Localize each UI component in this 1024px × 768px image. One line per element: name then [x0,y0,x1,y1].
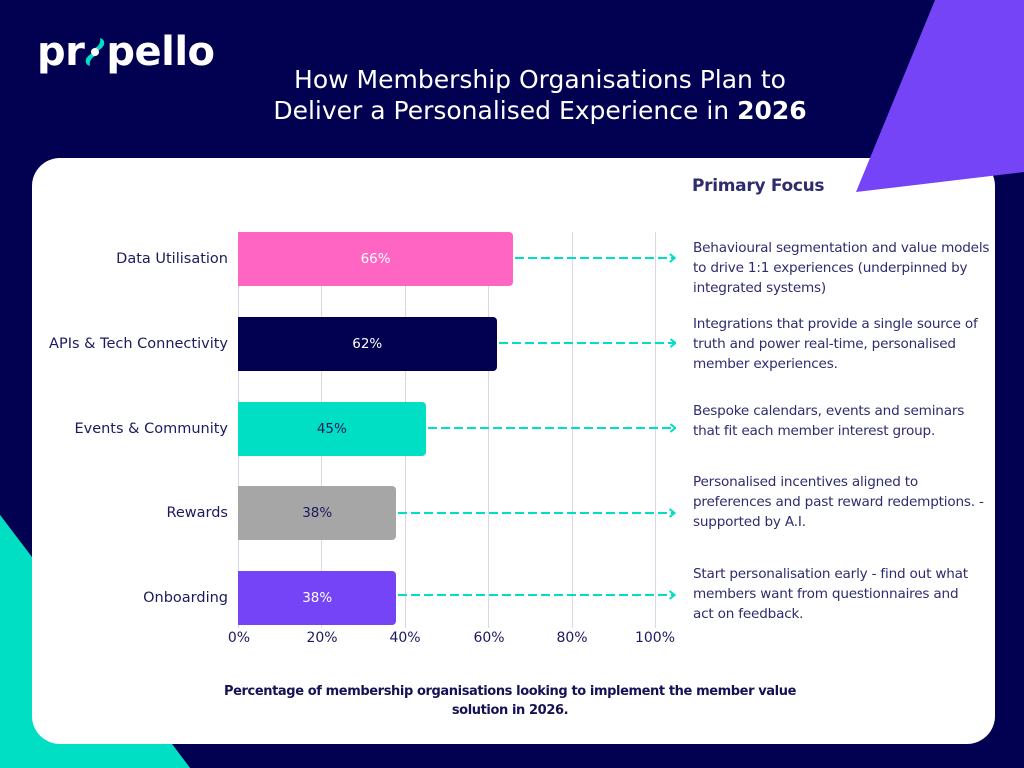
logo-text-left: pr [37,29,85,75]
x-tick: 0% [227,630,251,646]
focus-item-data-utilisation: Behavioural segmentation and value model… [693,240,990,296]
x-tick: 100% [634,630,676,646]
dashed-arrow-icon [498,338,676,348]
logo-text-right: pello [106,29,215,75]
category-label: Rewards [166,505,228,521]
focus-item-rewards: Personalised incentives aligned to prefe… [693,474,984,530]
x-tick: 40% [389,630,421,646]
bar-value-label: 38% [302,505,333,521]
title-line-2: Deliver a Personalised Experience in 202… [200,95,880,126]
page-title: How Membership Organisations Plan to Del… [200,64,880,126]
category-label: Data Utilisation [116,251,228,267]
gridline-100 [655,232,656,628]
dashed-arrow-icon [398,508,676,518]
bar-onboarding: 38% [238,571,397,625]
dashed-arrow-icon [515,253,676,263]
title-year: 2026 [737,96,807,125]
x-tick: 80% [556,630,588,646]
chart-caption: Percentage of membership organisations l… [223,684,797,718]
bar-events-community: 45% [238,402,426,456]
bar-value-label: 62% [352,336,383,352]
category-label: APIs & Tech Connectivity [49,336,228,352]
focus-item-apis-tech: Integrations that provide a single sourc… [693,316,978,372]
bar-value-label: 38% [302,590,333,606]
bar-apis-tech-connectivity: 62% [238,317,497,371]
propello-logo: pr pello [37,32,215,72]
bar-data-utilisation: 66% [238,232,514,286]
primary-focus-heading: Primary Focus [692,176,825,196]
bar-rewards: 38% [238,486,397,540]
bar-value-label: 66% [360,251,391,267]
x-tick: 60% [473,630,505,646]
bar-value-label: 45% [316,421,347,437]
gridline-80 [572,232,573,628]
dashed-arrow-icon [427,423,676,433]
x-tick: 20% [306,630,338,646]
focus-item-events: Bespoke calendars, events and seminars t… [693,403,965,439]
category-label: Events & Community [74,421,228,437]
category-label: Onboarding [143,590,228,606]
focus-item-onboarding: Start personalisation early - find out w… [693,566,968,622]
title-line-2-text: Deliver a Personalised Experience in [273,96,738,125]
dashed-arrow-icon [398,590,676,600]
title-line-1: How Membership Organisations Plan to [294,65,786,94]
logo-swoosh-icon [83,32,107,72]
gridline-60 [488,232,489,628]
chart-card [32,158,995,744]
